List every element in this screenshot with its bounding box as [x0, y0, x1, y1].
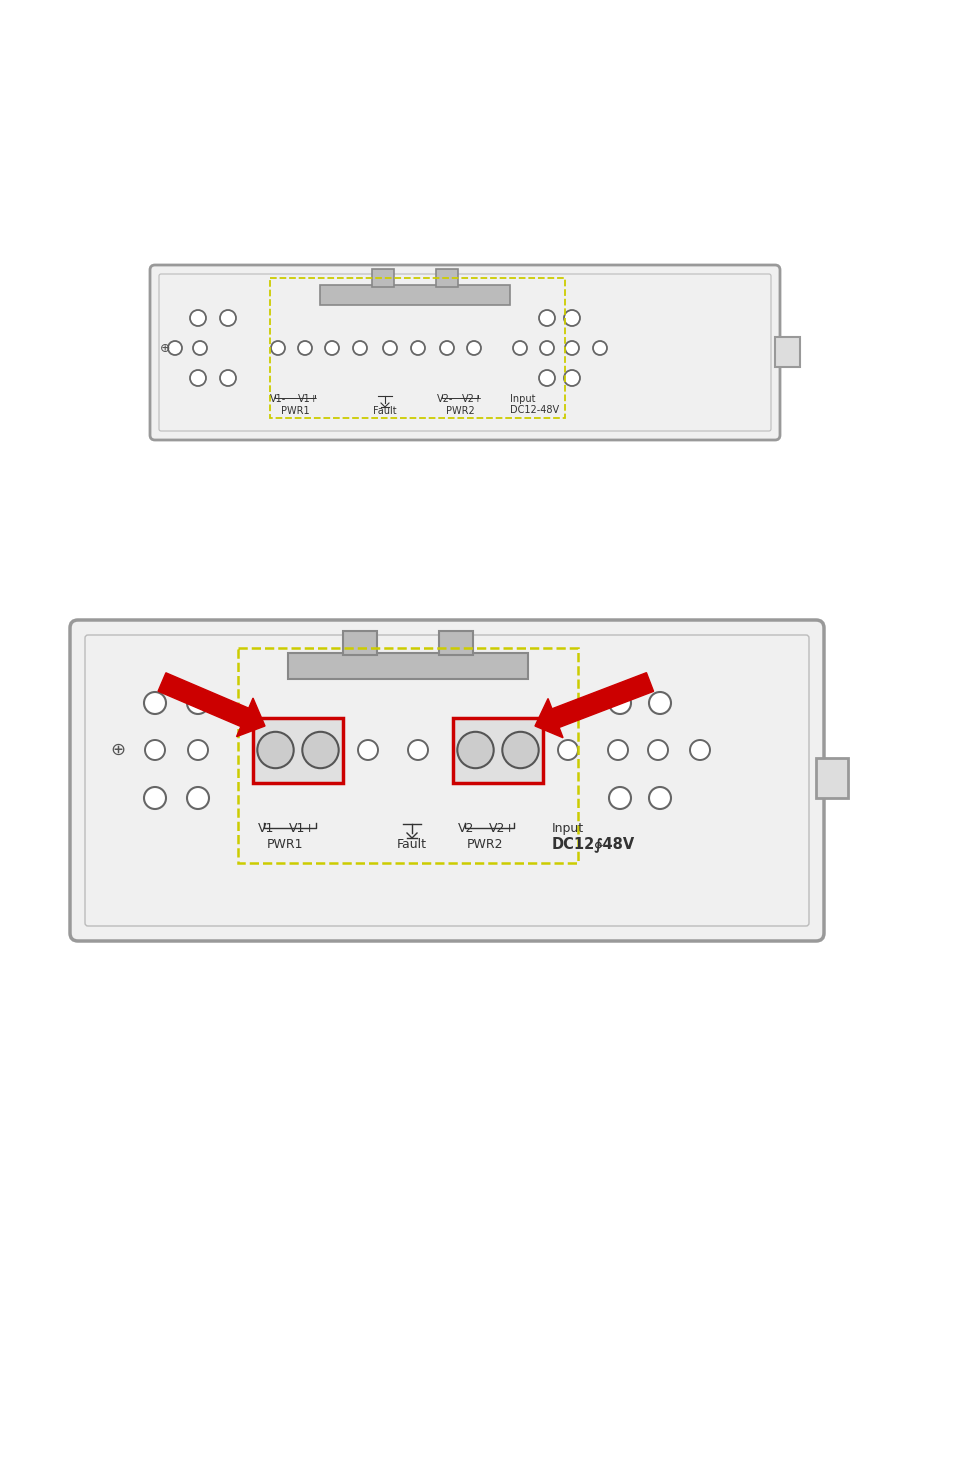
Circle shape: [689, 740, 709, 760]
Circle shape: [507, 740, 527, 760]
Text: Fault: Fault: [373, 406, 396, 416]
Circle shape: [538, 370, 555, 386]
Text: ⊕: ⊕: [159, 342, 170, 354]
Bar: [438, 631, 473, 655]
Circle shape: [608, 788, 630, 808]
Circle shape: [187, 788, 209, 808]
Circle shape: [144, 692, 166, 714]
Circle shape: [411, 341, 424, 355]
Circle shape: [220, 310, 235, 326]
FancyBboxPatch shape: [150, 266, 780, 440]
Text: V1-: V1-: [257, 822, 278, 835]
Circle shape: [144, 788, 166, 808]
Circle shape: [538, 310, 555, 326]
FancyArrow shape: [158, 673, 265, 736]
Text: V1+: V1+: [297, 394, 318, 404]
Circle shape: [271, 341, 285, 355]
Circle shape: [297, 341, 312, 355]
Circle shape: [353, 341, 367, 355]
FancyArrow shape: [535, 673, 653, 738]
Text: PWR1: PWR1: [280, 406, 309, 416]
Bar: [270, 277, 564, 417]
Text: PWR2: PWR2: [466, 838, 503, 851]
Circle shape: [563, 370, 579, 386]
Circle shape: [648, 692, 670, 714]
Bar: [774, 336, 800, 367]
Circle shape: [382, 341, 396, 355]
Circle shape: [302, 732, 338, 768]
Circle shape: [502, 732, 538, 768]
Circle shape: [190, 310, 206, 326]
Text: Input: Input: [552, 822, 583, 835]
Bar: [372, 268, 394, 288]
Text: PWR1: PWR1: [267, 838, 303, 851]
Circle shape: [308, 740, 328, 760]
Bar: [288, 653, 527, 678]
Bar: [253, 717, 343, 783]
Bar: [319, 285, 510, 305]
Text: DC12-48V: DC12-48V: [510, 406, 558, 414]
Text: Fault: Fault: [396, 838, 427, 851]
Bar: [343, 631, 376, 655]
Circle shape: [325, 341, 338, 355]
Bar: [453, 717, 542, 783]
Circle shape: [607, 740, 627, 760]
Text: DC12∲48V: DC12∲48V: [552, 836, 635, 853]
Circle shape: [220, 370, 235, 386]
Bar: [237, 648, 578, 863]
Circle shape: [190, 370, 206, 386]
Circle shape: [539, 341, 554, 355]
Circle shape: [257, 740, 277, 760]
Circle shape: [357, 740, 377, 760]
Text: PWR2: PWR2: [445, 406, 474, 416]
Circle shape: [193, 341, 207, 355]
Text: ⊕: ⊕: [111, 740, 126, 760]
Circle shape: [593, 341, 606, 355]
Circle shape: [564, 341, 578, 355]
Circle shape: [563, 310, 579, 326]
Bar: [815, 758, 847, 798]
Circle shape: [168, 341, 182, 355]
Circle shape: [647, 740, 667, 760]
Circle shape: [145, 740, 165, 760]
Text: V1+: V1+: [288, 822, 315, 835]
Text: V2-: V2-: [436, 394, 453, 404]
Text: V2+: V2+: [461, 394, 482, 404]
Circle shape: [257, 732, 294, 768]
Circle shape: [188, 740, 208, 760]
Circle shape: [408, 740, 428, 760]
Text: V2-: V2-: [457, 822, 478, 835]
Circle shape: [648, 788, 670, 808]
Circle shape: [456, 732, 494, 768]
Text: Input: Input: [510, 394, 535, 404]
Circle shape: [513, 341, 526, 355]
Circle shape: [187, 692, 209, 714]
Circle shape: [457, 740, 477, 760]
Circle shape: [558, 740, 578, 760]
Circle shape: [608, 692, 630, 714]
Bar: [436, 268, 457, 288]
Circle shape: [439, 341, 454, 355]
Circle shape: [467, 341, 480, 355]
Text: V2+: V2+: [488, 822, 515, 835]
FancyBboxPatch shape: [70, 620, 823, 941]
Text: V1-: V1-: [270, 394, 286, 404]
